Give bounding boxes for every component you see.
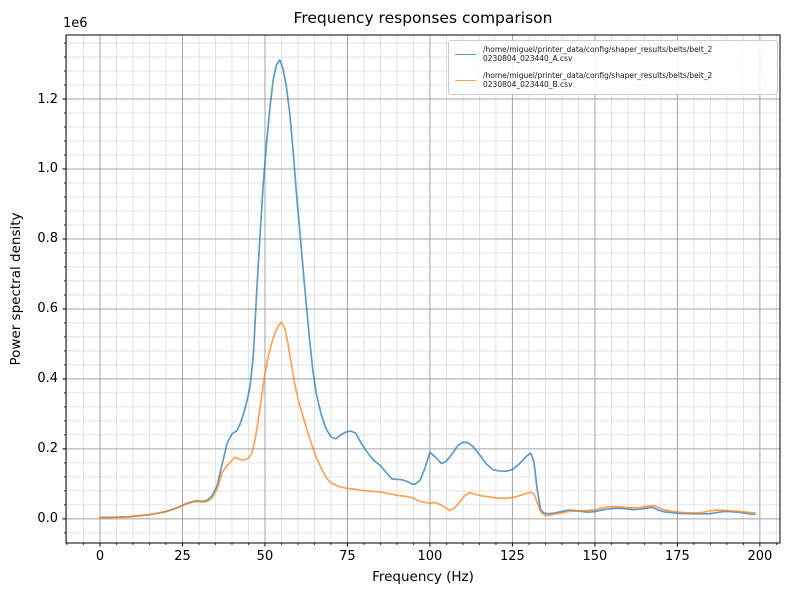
series-line-a — [99, 58, 756, 519]
legend-entry-series-a: /home/miguel/printer_data/config/shaper_… — [455, 45, 770, 63]
y-axis-offset-text: 1e6 — [63, 16, 88, 31]
x-tick-label-75: 75 — [339, 549, 356, 564]
series-line-b — [99, 321, 756, 519]
y-tick-label-0.4: 0.4 — [37, 371, 58, 387]
legend-line-sample-a — [455, 53, 476, 55]
axes-spines — [65, 34, 781, 544]
y-tick-label-1.2: 1.2 — [37, 91, 58, 107]
legend: /home/miguel/printer_data/config/shaper_… — [448, 40, 778, 95]
legend-entry-series-b: /home/miguel/printer_data/config/shaper_… — [455, 71, 770, 89]
y-tick-label-0.6: 0.6 — [37, 301, 58, 317]
legend-label-a-line2: 0230804_023440_A.csv — [483, 54, 573, 63]
legend-label-b-line2: 0230804_023440_B.csv — [483, 80, 573, 89]
legend-label-a-line1: /home/miguel/printer_data/config/shaper_… — [483, 45, 713, 54]
y-tick-label-0.2: 0.2 — [37, 441, 58, 457]
x-tick-label-150: 150 — [582, 549, 608, 564]
x-axis-label: Frequency (Hz) — [372, 569, 474, 585]
legend-label-a: /home/miguel/printer_data/config/shaper_… — [483, 45, 712, 63]
x-tick-label-100: 100 — [417, 549, 443, 564]
x-tick-label-0: 0 — [95, 549, 105, 564]
y-tick-label-1.0: 1.0 — [37, 161, 58, 177]
chart-title: Frequency responses comparison — [293, 9, 553, 27]
legend-line-sample-b — [455, 79, 476, 81]
x-tick-label-125: 125 — [499, 549, 525, 564]
x-tick-label-175: 175 — [664, 549, 690, 564]
x-tick-label-25: 25 — [174, 549, 191, 564]
legend-label-b: /home/miguel/printer_data/config/shaper_… — [483, 71, 712, 89]
x-tick-label-200: 200 — [747, 549, 773, 564]
legend-label-b-line1: /home/miguel/printer_data/config/shaper_… — [483, 71, 713, 80]
y-tick-label-0.8: 0.8 — [37, 231, 58, 247]
y-tick-label-0.0: 0.0 — [37, 511, 58, 527]
x-tick-label-50: 50 — [256, 549, 274, 564]
